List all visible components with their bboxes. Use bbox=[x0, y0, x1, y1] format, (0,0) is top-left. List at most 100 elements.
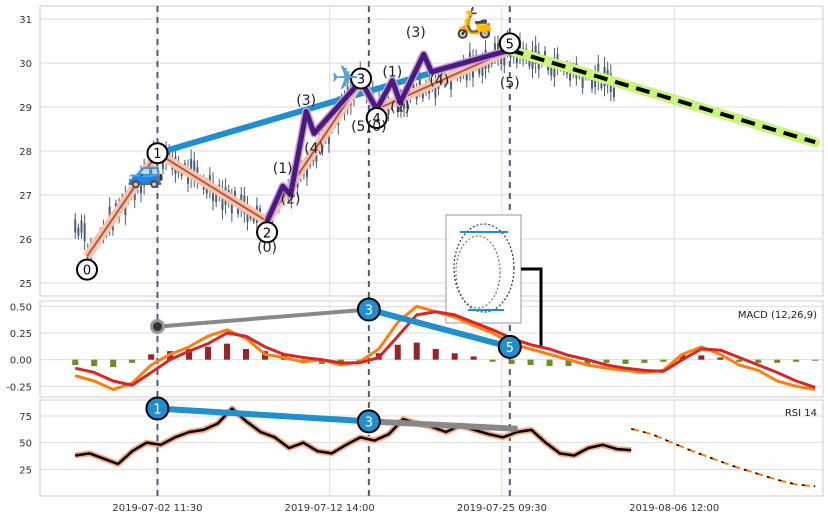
candle-body bbox=[481, 60, 484, 76]
subwave-label: (4) bbox=[304, 141, 324, 157]
rsi-divergence-line bbox=[368, 418, 518, 432]
y-tick-label: 27 bbox=[19, 191, 32, 202]
candle-body bbox=[421, 91, 424, 99]
subwave-line bbox=[264, 47, 511, 223]
wave-label-circle bbox=[350, 67, 373, 90]
macd-series-line bbox=[74, 310, 816, 389]
macd-histogram-bar bbox=[603, 359, 610, 363]
macd-wave-label: 5 bbox=[506, 341, 514, 356]
macd-wave-circle bbox=[497, 334, 522, 359]
macd-histogram-bar bbox=[774, 359, 781, 363]
candle-body bbox=[168, 148, 171, 159]
macd-histogram-bar bbox=[110, 359, 117, 368]
macd-histogram-bar bbox=[508, 359, 515, 364]
candle-body bbox=[569, 67, 572, 81]
subwave-label: (4) bbox=[429, 73, 449, 89]
macd-histogram-bar bbox=[565, 359, 572, 367]
wave-label: 1 bbox=[153, 147, 161, 162]
subwave-label: (0) bbox=[257, 240, 277, 256]
macd-histogram-bar bbox=[224, 343, 231, 360]
candle-body bbox=[591, 79, 594, 89]
wave-label: 0 bbox=[83, 264, 91, 279]
subwave-label: (3) bbox=[296, 93, 316, 109]
x-tick-label: 2019-07-02 11:30 bbox=[112, 503, 202, 514]
y-tick-label: 0.25 bbox=[10, 329, 32, 340]
wave-label: 4 bbox=[373, 112, 381, 127]
candle-body bbox=[515, 52, 518, 64]
candle-body bbox=[190, 158, 193, 179]
y-tick-label: 0.00 bbox=[10, 356, 32, 367]
y-tick-label: 25 bbox=[19, 465, 32, 476]
macd-histogram-bar bbox=[755, 359, 762, 363]
rsi-wave-label: 3 bbox=[365, 415, 373, 430]
candle-body bbox=[528, 59, 531, 67]
candle-body bbox=[77, 227, 80, 236]
y-tick-label: 30 bbox=[19, 59, 32, 70]
wave-label: 5 bbox=[506, 37, 514, 52]
inset-loop-inner bbox=[455, 235, 501, 309]
candle-body bbox=[412, 84, 415, 92]
candle-body bbox=[478, 66, 481, 74]
macd-histogram-bar bbox=[205, 346, 212, 360]
candle-body bbox=[396, 101, 399, 113]
y-tick-label: 26 bbox=[19, 235, 32, 246]
wave-label-circle bbox=[146, 142, 169, 165]
macd-histogram-bar bbox=[698, 355, 705, 360]
rsi-wave-label: 1 bbox=[153, 403, 161, 418]
macd-histogram-bar bbox=[584, 359, 591, 365]
projection-line bbox=[509, 48, 816, 145]
candle-body bbox=[233, 191, 236, 200]
y-tick-label: 31 bbox=[19, 15, 32, 26]
wave-label-circle bbox=[365, 107, 388, 130]
candle-body bbox=[434, 81, 437, 98]
macd-histogram-bar bbox=[660, 359, 667, 362]
macd-histogram-bar bbox=[641, 359, 648, 363]
macd-histogram-bar bbox=[527, 359, 534, 365]
candle-body bbox=[215, 192, 218, 203]
macd-histogram-bar bbox=[413, 342, 420, 360]
macd-histogram-bar bbox=[470, 356, 477, 360]
macd-histogram-bar bbox=[679, 354, 686, 360]
macd-histogram-bar bbox=[242, 349, 249, 360]
rsi-wave-line bbox=[157, 405, 370, 425]
candle-body bbox=[221, 190, 224, 210]
candle-body bbox=[600, 83, 603, 89]
macd-histogram-bar bbox=[91, 359, 98, 367]
macd-wave-label: 3 bbox=[365, 304, 373, 319]
macd-histogram-bar bbox=[793, 359, 800, 362]
subwave-label: (5) bbox=[351, 119, 371, 135]
candle-body bbox=[581, 76, 584, 89]
x-tick-label: 2019-08-06 12:00 bbox=[629, 503, 719, 514]
candle-body bbox=[440, 71, 443, 78]
y-tick-label: 28 bbox=[19, 147, 32, 158]
wave-label-circle bbox=[75, 258, 98, 281]
wave-label-circle bbox=[256, 221, 279, 244]
candle-body bbox=[237, 207, 240, 215]
x-tick-label: 2019-07-12 14:00 bbox=[285, 503, 375, 514]
macd-histogram-bar bbox=[394, 344, 401, 360]
scooter-sticker: 🛵 bbox=[456, 5, 493, 40]
candle-body bbox=[161, 158, 164, 169]
subwave-label: (1) bbox=[273, 161, 293, 177]
macd-histogram-bar bbox=[451, 353, 458, 360]
candle-body bbox=[503, 50, 506, 66]
y-tick-label: 29 bbox=[19, 103, 32, 114]
candle-body bbox=[450, 74, 453, 90]
rsi-legend: RSI 14 bbox=[785, 408, 817, 419]
macd-histogram-bar bbox=[489, 359, 496, 362]
rsi-wave-circle bbox=[145, 396, 170, 421]
candle-body bbox=[193, 160, 196, 179]
macd-histogram-bar bbox=[129, 359, 136, 363]
macd-histogram-bar bbox=[318, 359, 325, 364]
wave-label: 2 bbox=[263, 226, 271, 241]
macd-histogram-bar bbox=[736, 359, 743, 362]
macd-histogram-bar bbox=[812, 359, 819, 361]
candle-body bbox=[230, 196, 233, 214]
subwave-label: (2) bbox=[281, 192, 301, 208]
candle-body bbox=[252, 217, 255, 222]
subwave-label: (0) bbox=[367, 119, 387, 135]
rsi-line bbox=[75, 407, 632, 466]
wave-label: 3 bbox=[357, 73, 365, 88]
wave-label-circle bbox=[498, 32, 521, 55]
inset-loop bbox=[453, 223, 515, 313]
